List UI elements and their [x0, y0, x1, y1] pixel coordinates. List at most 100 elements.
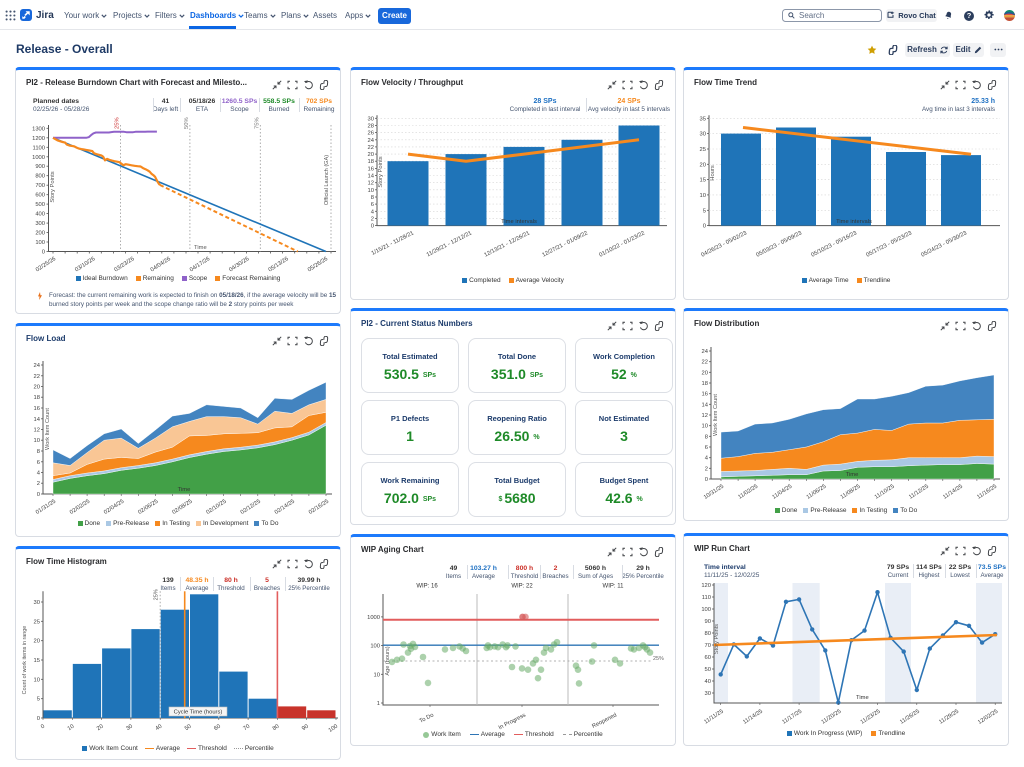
svg-text:600: 600 — [35, 193, 45, 199]
svg-text:05/03/23 - 05/09/23: 05/03/23 - 05/09/23 — [755, 230, 803, 258]
svg-text:20: 20 — [700, 162, 706, 168]
svg-text:0: 0 — [371, 224, 374, 230]
svg-text:4: 4 — [371, 209, 375, 215]
svg-text:Time intervals: Time intervals — [836, 219, 872, 225]
svg-text:Reopened: Reopened — [591, 712, 618, 729]
svg-text:10: 10 — [34, 438, 40, 444]
svg-text:18: 18 — [702, 381, 708, 387]
svg-text:02/02/25: 02/02/25 — [69, 499, 91, 516]
svg-text:100: 100 — [370, 644, 380, 650]
svg-text:500: 500 — [35, 202, 45, 208]
svg-text:12: 12 — [368, 181, 374, 187]
svg-text:02/06/25: 02/06/25 — [137, 499, 159, 516]
svg-text:6: 6 — [371, 202, 374, 208]
svg-text:24: 24 — [702, 349, 709, 355]
svg-text:05/13/26: 05/13/26 — [268, 256, 290, 273]
svg-text:10: 10 — [368, 188, 374, 194]
svg-text:25%: 25% — [114, 117, 120, 129]
svg-text:11/14/25: 11/14/25 — [742, 709, 764, 726]
svg-text:04/17/26: 04/17/26 — [189, 256, 211, 273]
svg-text:50%: 50% — [184, 117, 190, 129]
svg-text:40: 40 — [155, 724, 164, 733]
svg-text:WIP: 22: WIP: 22 — [511, 584, 533, 590]
svg-text:02/10/25: 02/10/25 — [205, 499, 227, 516]
svg-text:15: 15 — [34, 658, 40, 664]
svg-text:05/24/23 - 05/30/23: 05/24/23 - 05/30/23 — [920, 230, 968, 258]
svg-text:Work Item Count: Work Item Count — [45, 408, 51, 450]
svg-text:Time: Time — [194, 245, 207, 251]
svg-text:14: 14 — [702, 402, 709, 408]
svg-text:26: 26 — [368, 131, 374, 137]
svg-text:70: 70 — [705, 643, 711, 649]
svg-text:25: 25 — [34, 619, 40, 625]
svg-text:Story Points: Story Points — [714, 624, 720, 654]
svg-text:1300: 1300 — [32, 126, 45, 132]
svg-text:0: 0 — [705, 477, 708, 483]
svg-text:11/12/25: 11/12/25 — [908, 484, 930, 501]
svg-text:400: 400 — [35, 212, 45, 218]
svg-text:Cycle Time (hours): Cycle Time (hours) — [174, 710, 223, 716]
svg-text:30: 30 — [705, 691, 711, 697]
svg-text:0: 0 — [37, 716, 40, 722]
svg-text:05/10/23 - 05/16/23: 05/10/23 - 05/16/23 — [810, 230, 858, 258]
svg-text:24: 24 — [34, 363, 41, 369]
svg-text:25: 25 — [700, 147, 706, 153]
svg-text:03/23/26: 03/23/26 — [113, 256, 135, 273]
svg-text:100: 100 — [701, 607, 711, 613]
svg-text:01/10/22 - 01/23/22: 01/10/22 - 01/23/22 — [598, 230, 646, 258]
svg-text:100: 100 — [35, 240, 45, 246]
svg-text:12/27/21 - 01/09/22: 12/27/21 - 01/09/22 — [541, 230, 589, 258]
svg-text:11/06/25: 11/06/25 — [806, 484, 828, 501]
svg-text:WIP: 16: WIP: 16 — [416, 584, 438, 590]
svg-text:1100: 1100 — [33, 145, 45, 151]
svg-text:20: 20 — [368, 152, 374, 158]
svg-text:1: 1 — [377, 701, 380, 707]
svg-text:40: 40 — [705, 679, 711, 685]
svg-text:300: 300 — [35, 221, 45, 227]
svg-text:11/11/25: 11/11/25 — [703, 709, 724, 726]
svg-text:0: 0 — [40, 724, 46, 731]
svg-text:12: 12 — [34, 428, 40, 434]
svg-text:10: 10 — [702, 424, 708, 430]
svg-text:90: 90 — [705, 619, 711, 625]
svg-text:50: 50 — [705, 667, 711, 673]
svg-text:8: 8 — [705, 434, 708, 440]
svg-text:800: 800 — [35, 174, 45, 180]
svg-text:70: 70 — [243, 724, 252, 733]
svg-text:20: 20 — [34, 385, 40, 391]
svg-text:04/04/26: 04/04/26 — [150, 256, 172, 273]
svg-text:10: 10 — [374, 672, 380, 678]
svg-text:90: 90 — [301, 724, 310, 733]
svg-text:18: 18 — [368, 159, 374, 165]
svg-text:05/26/26: 05/26/26 — [307, 256, 329, 273]
svg-text:12/13/21 - 12/26/21: 12/13/21 - 12/26/21 — [483, 230, 531, 258]
svg-text:120: 120 — [701, 583, 711, 589]
svg-text:11/23/25: 11/23/25 — [860, 709, 882, 726]
svg-text:04/26/23 - 05/02/23: 04/26/23 - 05/02/23 — [700, 230, 748, 258]
svg-text:Hours: Hours — [710, 165, 716, 181]
svg-text:700: 700 — [35, 183, 45, 189]
svg-text:11/14/25: 11/14/25 — [942, 484, 964, 501]
svg-text:16: 16 — [368, 166, 374, 172]
svg-text:11/10/25: 11/10/25 — [874, 484, 896, 501]
svg-text:10/31/25: 10/31/25 — [703, 484, 725, 501]
svg-text:10: 10 — [67, 724, 76, 733]
svg-text:24: 24 — [368, 138, 375, 144]
svg-text:In Progress: In Progress — [498, 712, 527, 731]
svg-text:6: 6 — [37, 460, 40, 466]
svg-text:14: 14 — [34, 417, 41, 423]
svg-text:20: 20 — [702, 370, 708, 376]
svg-text:25%: 25% — [154, 589, 160, 600]
svg-text:02/16/25: 02/16/25 — [308, 499, 330, 516]
svg-text:6: 6 — [705, 445, 708, 451]
svg-text:Count of work items in range: Count of work items in range — [22, 626, 28, 695]
svg-text:20: 20 — [34, 639, 40, 645]
svg-text:1000: 1000 — [367, 615, 380, 621]
svg-text:50: 50 — [184, 724, 193, 733]
svg-text:25%: 25% — [653, 656, 664, 662]
svg-text:22: 22 — [34, 374, 40, 380]
svg-text:16: 16 — [702, 392, 708, 398]
svg-text:0: 0 — [42, 250, 45, 256]
svg-text:11/17/25: 11/17/25 — [781, 709, 803, 726]
svg-text:02/25/26: 02/25/26 — [35, 256, 57, 273]
